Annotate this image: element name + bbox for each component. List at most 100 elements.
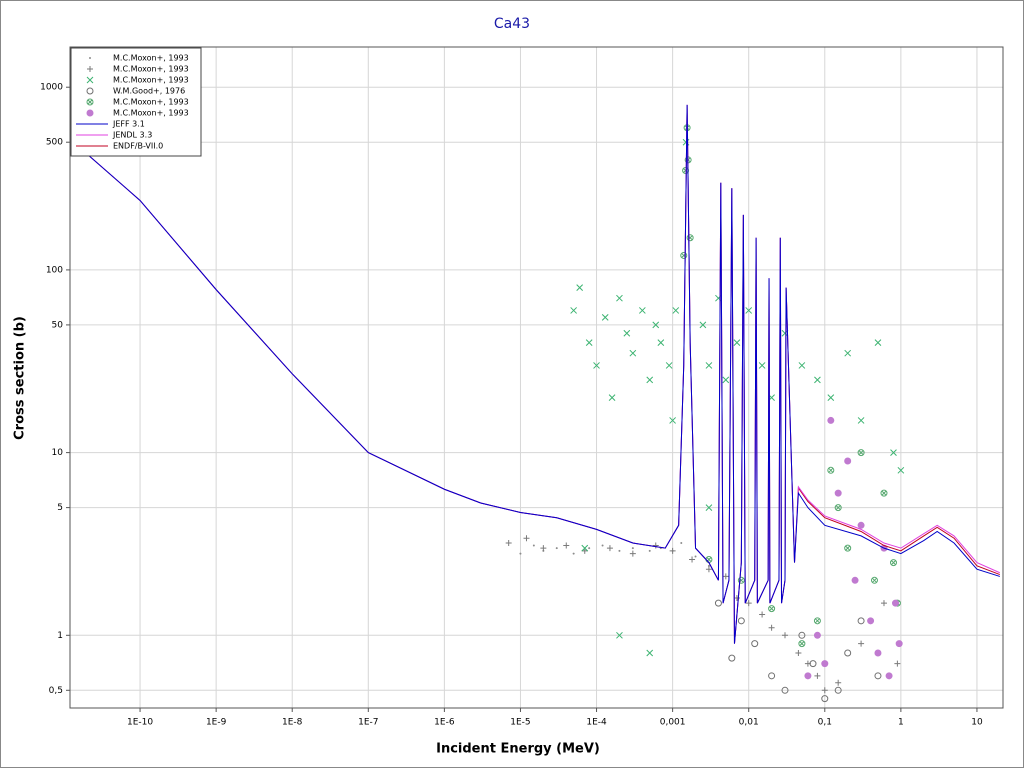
data-point bbox=[894, 660, 901, 667]
data-point bbox=[652, 321, 660, 329]
y-tick-label: 50 bbox=[52, 320, 64, 330]
data-point bbox=[523, 535, 530, 542]
data-point bbox=[722, 376, 730, 384]
data-point bbox=[714, 599, 722, 607]
data-point bbox=[880, 600, 887, 607]
chart-title: Ca43 bbox=[494, 16, 530, 32]
data-point bbox=[680, 542, 683, 545]
y-tick-label: 0,5 bbox=[49, 686, 63, 696]
data-point bbox=[889, 559, 897, 567]
data-point bbox=[745, 307, 753, 314]
legend-swatch bbox=[87, 66, 93, 72]
data-point bbox=[844, 649, 852, 657]
data-point bbox=[857, 617, 865, 625]
x-tick-label: 1E-10 bbox=[127, 718, 153, 728]
plot-data bbox=[70, 104, 1001, 703]
data-point bbox=[897, 466, 905, 474]
legend-label: W.M.Good+, 1976 bbox=[113, 87, 185, 96]
data-point bbox=[867, 617, 875, 625]
data-point bbox=[758, 362, 766, 369]
data-point bbox=[669, 417, 676, 424]
data-point bbox=[827, 466, 835, 474]
data-point bbox=[593, 362, 600, 369]
legend-swatch bbox=[86, 98, 94, 106]
data-point bbox=[629, 550, 636, 557]
legend-swatch bbox=[89, 57, 91, 59]
data-point bbox=[768, 605, 776, 613]
data-point bbox=[608, 394, 616, 401]
data-point bbox=[728, 654, 736, 662]
data-point bbox=[813, 617, 821, 625]
data-point bbox=[652, 542, 659, 549]
data-point bbox=[689, 556, 696, 563]
data-point bbox=[814, 672, 821, 679]
data-point bbox=[629, 349, 637, 357]
data-point bbox=[733, 339, 741, 346]
data-point bbox=[572, 552, 575, 555]
y-tick-label: 5 bbox=[57, 503, 63, 513]
data-line bbox=[70, 104, 1001, 644]
data-point bbox=[768, 624, 775, 631]
data-point bbox=[665, 362, 673, 369]
data-point bbox=[657, 339, 665, 346]
data-point bbox=[733, 595, 740, 602]
data-point bbox=[705, 566, 712, 573]
data-point bbox=[857, 449, 865, 457]
data-point bbox=[782, 632, 789, 639]
data-point bbox=[759, 611, 766, 618]
legend-label: M.C.Moxon+, 1993 bbox=[113, 76, 189, 85]
x-tick-label: 1E-5 bbox=[510, 718, 530, 728]
data-point bbox=[638, 307, 646, 314]
data-point bbox=[835, 679, 842, 686]
data-point bbox=[827, 394, 835, 401]
data-point bbox=[814, 376, 821, 384]
data-point bbox=[857, 417, 865, 424]
data-point bbox=[672, 307, 680, 314]
data-point bbox=[570, 307, 577, 314]
x-tick-label: 1E-9 bbox=[206, 718, 227, 728]
data-point bbox=[631, 547, 634, 550]
data-point bbox=[781, 686, 789, 694]
data-point bbox=[576, 284, 584, 291]
x-tick-label: 0,01 bbox=[739, 718, 759, 728]
legend-label: M.C.Moxon+, 1993 bbox=[113, 98, 189, 107]
data-point bbox=[798, 631, 806, 639]
data-point bbox=[768, 672, 776, 680]
legend-label: JEFF 3.1 bbox=[112, 120, 145, 129]
data-point bbox=[809, 660, 817, 668]
y-tick-label: 1 bbox=[57, 631, 63, 641]
x-tick-label: 1 bbox=[898, 718, 904, 728]
data-point bbox=[555, 547, 558, 550]
data-point bbox=[858, 640, 865, 647]
data-point bbox=[813, 631, 821, 639]
legend: M.C.Moxon+, 1993 M.C.Moxon+, 1993 M.C.Moxo… bbox=[70, 47, 202, 157]
data-point bbox=[874, 672, 882, 680]
legend-label: M.C.Moxon+, 1993 bbox=[113, 54, 189, 63]
data-point bbox=[857, 521, 865, 529]
data-point bbox=[798, 362, 806, 369]
data-point bbox=[682, 167, 690, 174]
data-point bbox=[751, 640, 759, 648]
legend-swatch bbox=[86, 76, 94, 84]
data-point bbox=[874, 649, 882, 657]
data-point bbox=[585, 339, 593, 346]
legend-label: JENDL 3.3 bbox=[112, 131, 152, 140]
y-tick-label: 10 bbox=[52, 448, 64, 458]
x-tick-label: 1E-4 bbox=[586, 718, 607, 728]
data-point bbox=[505, 540, 512, 547]
data-point bbox=[648, 549, 651, 552]
data-point bbox=[821, 687, 828, 694]
legend-label: M.C.Moxon+, 1993 bbox=[113, 109, 189, 118]
data-point bbox=[834, 686, 842, 694]
grid: 1E-10 1E-9 1E-8 1E-7 1E-6 1E-5 1E-4 0,001 0,01 0,… bbox=[40, 47, 1003, 728]
data-point bbox=[870, 576, 878, 584]
legend-label: M.C.Moxon+, 1993 bbox=[113, 65, 189, 74]
data-point bbox=[532, 544, 535, 547]
x-tick-label: 1E-6 bbox=[434, 718, 455, 728]
data-point bbox=[646, 376, 654, 384]
y-tick-label: 500 bbox=[46, 138, 63, 148]
x-tick-label: 0,1 bbox=[818, 718, 832, 728]
data-point bbox=[885, 672, 893, 680]
